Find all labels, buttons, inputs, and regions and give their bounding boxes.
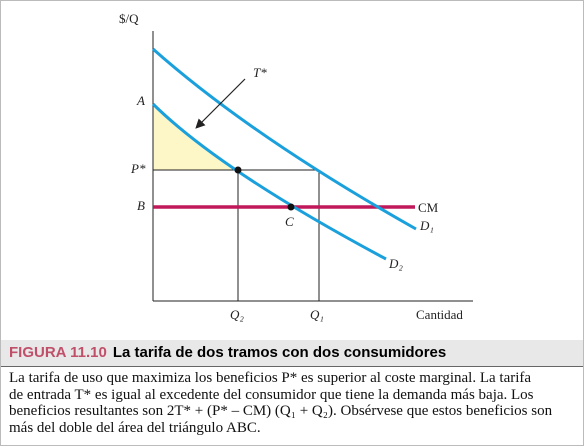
label-p: P*: [130, 161, 146, 176]
point-p: [234, 166, 242, 174]
caption-line: beneficios resultantes son 2T* + (P* – C…: [9, 403, 553, 419]
x-axis-label: Cantidad: [416, 307, 463, 322]
caption-header: FIGURA 11.10 La tarifa de dos tramos con …: [1, 340, 583, 367]
caption-line: La tarifa de uso que maximiza los benefi…: [9, 370, 532, 386]
label-c: C: [285, 214, 294, 229]
diagram: $/Q Cantidad A P* B C T* Q₂ Q₁ CM D₁ D₂: [119, 11, 473, 322]
d1-curve: [152, 47, 417, 231]
figure-number: FIGURA 11.10: [9, 344, 107, 361]
label-q2: Q₂: [230, 307, 244, 322]
y-axis-label: $/Q: [119, 11, 139, 26]
figure-title: La tarifa de dos tramos con dos consumid…: [112, 344, 447, 361]
d2-curve: [151, 102, 387, 261]
label-t: T*: [253, 65, 267, 80]
label-cm: CM: [418, 200, 439, 215]
label-q1: Q₁: [310, 307, 324, 322]
label-d2: D₂: [388, 256, 403, 271]
label-a: A: [136, 93, 145, 108]
surplus-triangle: [153, 104, 238, 170]
t-arrow: [195, 78, 246, 129]
caption-line: más del doble del área del triángulo ABC…: [9, 419, 261, 436]
label-b: B: [137, 198, 145, 213]
caption-body: La tarifa de uso que maximiza los benefi…: [9, 370, 581, 436]
caption-line: de entrada T* es igual al excedente del …: [9, 386, 534, 403]
label-d1: D₁: [419, 218, 434, 233]
point-c: [287, 203, 295, 211]
